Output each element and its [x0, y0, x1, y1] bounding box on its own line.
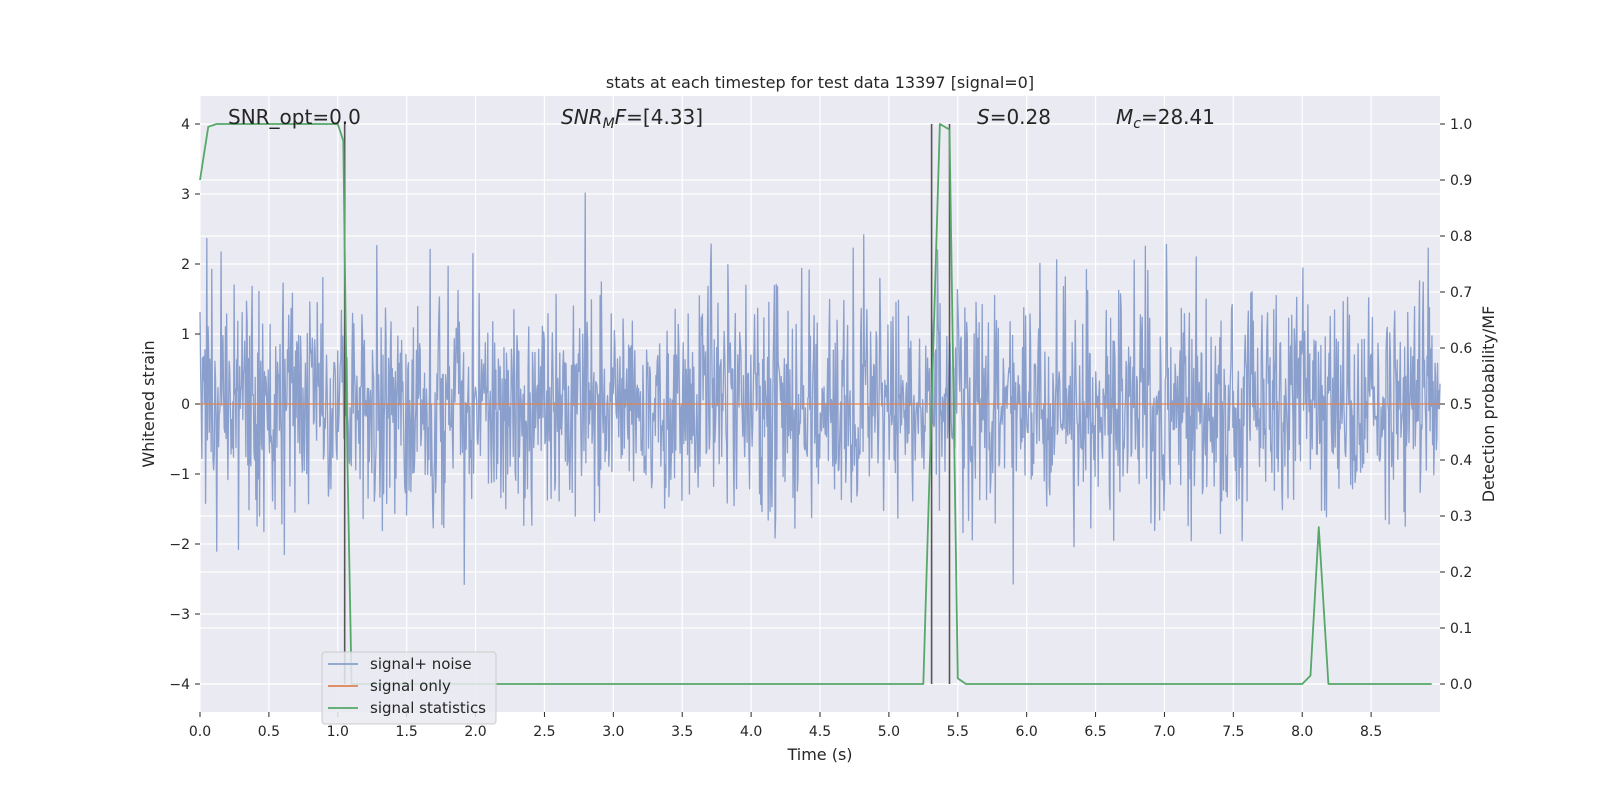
chart-title: stats at each timestep for test data 133…	[606, 73, 1034, 92]
x-axis-label: Time (s)	[786, 745, 852, 764]
x-tick-label: 3.0	[602, 724, 624, 740]
y-tick-label-left: −1	[169, 467, 190, 483]
x-tick-label: 0.0	[189, 724, 211, 740]
annotation-snr-opt: SNR_opt=0.0	[228, 105, 361, 129]
x-tick-label: 0.5	[258, 724, 280, 740]
y-tick-label-right: 0.0	[1450, 677, 1472, 693]
snr-mf-value: =[4.33]	[626, 105, 703, 129]
legend-box	[321, 651, 497, 725]
y-tick-label-right: 0.5	[1450, 397, 1472, 413]
y-tick-label-right: 0.8	[1450, 229, 1472, 245]
x-tick-label: 8.5	[1360, 724, 1382, 740]
legend-label-signal-plus-noise: signal+ noise	[370, 655, 472, 673]
annotation-s: S=0.28	[977, 105, 1051, 129]
mc-symbol: M	[1116, 105, 1133, 129]
x-tick-label: 5.0	[878, 724, 900, 740]
y-tick-label-left: −3	[169, 607, 190, 623]
x-tick-label: 7.5	[1222, 724, 1244, 740]
y-tick-label-right: 0.2	[1450, 565, 1472, 581]
x-tick-label: 2.5	[533, 724, 555, 740]
right-y-axis-ticks: 0.0 0.1 0.2 0.3 0.4 0.5 0.6 0.7 0.8 0.9 1.0	[1440, 117, 1472, 693]
series-signal-plus-noise	[199, 192, 1441, 586]
snr-mf-tail: F	[615, 105, 627, 129]
y-tick-label-right: 0.7	[1450, 285, 1472, 301]
y-tick-label-left: 2	[181, 257, 190, 273]
s-symbol: S	[977, 105, 990, 129]
x-tick-label: 2.0	[464, 724, 486, 740]
x-tick-label: 4.5	[809, 724, 831, 740]
x-tick-label: 8.0	[1291, 724, 1313, 740]
y-tick-label-left: 4	[181, 117, 190, 133]
y-tick-label-right: 1.0	[1450, 117, 1472, 133]
snr-mf-sub: M	[603, 116, 615, 132]
mc-value: =28.41	[1141, 105, 1215, 129]
snr-mf-main: SNR	[561, 105, 603, 129]
s-value: =0.28	[990, 105, 1051, 129]
x-tick-label: 7.0	[1153, 724, 1175, 740]
y-tick-label-left: −2	[169, 537, 190, 553]
legend-label-signal-statistics: signal statistics	[370, 699, 486, 717]
x-tick-label: 6.5	[1084, 724, 1106, 740]
x-tick-label: 1.0	[327, 724, 349, 740]
x-tick-label: 4.0	[740, 724, 762, 740]
y-tick-label-left: 1	[181, 327, 190, 343]
y-tick-label-left: −4	[169, 677, 190, 693]
y-tick-label-left: 3	[181, 187, 190, 203]
x-tick-label: 6.0	[1016, 724, 1038, 740]
series-signal-statistics	[199, 123, 1432, 685]
y-tick-label-right: 0.3	[1450, 509, 1472, 525]
y-tick-label-right: 0.4	[1450, 453, 1472, 469]
x-tick-label: 3.5	[671, 724, 693, 740]
left-y-axis-ticks: −4 −3 −2 −1 0 1 2 3 4	[169, 117, 200, 693]
x-tick-label: 5.5	[947, 724, 969, 740]
legend: signal+ noise signal only signal statist…	[321, 651, 497, 725]
y-tick-label-right: 0.6	[1450, 341, 1472, 357]
x-tick-label: 1.5	[396, 724, 418, 740]
y-tick-label-left: 0	[181, 397, 190, 413]
left-y-axis-label: Whitened strain	[139, 340, 158, 467]
mc-sub: c	[1133, 116, 1141, 132]
right-y-axis-label: Detection probability/MF	[1479, 306, 1498, 503]
annotation-mc: Mc=28.41	[1116, 105, 1215, 132]
legend-label-signal-only: signal only	[370, 677, 451, 695]
annotation-snr-mf: SNRMF=[4.33]	[561, 105, 703, 132]
x-axis-ticks: 0.0 0.5 1.0 1.5 2.0 2.5 3.0 3.5 4.0 4.5 5.0 5.5 6.0 6…	[189, 712, 1382, 740]
y-tick-label-right: 0.1	[1450, 621, 1472, 637]
y-tick-label-right: 0.9	[1450, 173, 1472, 189]
